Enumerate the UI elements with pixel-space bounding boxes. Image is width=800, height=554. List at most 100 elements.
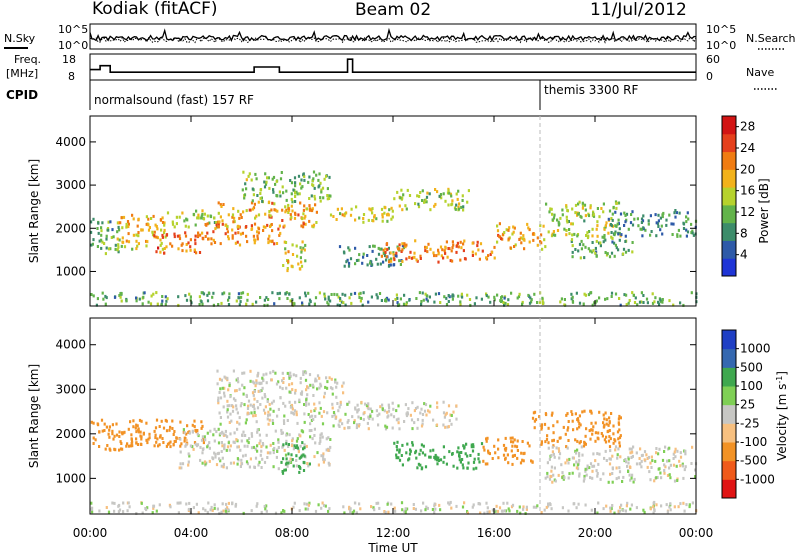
power-cell: [198, 295, 201, 299]
velocity-cell: [566, 458, 569, 462]
power-cell: [466, 293, 469, 297]
velocity-cell: [154, 436, 157, 440]
power-cell: [366, 263, 369, 267]
power-cell: [596, 207, 599, 210]
velocity-cell: [550, 413, 553, 417]
power-cell: [235, 299, 238, 303]
power-cell: [284, 205, 287, 209]
velocity-cell: [384, 510, 387, 514]
velocity-cell: [603, 438, 606, 442]
velocity-cell: [561, 476, 564, 480]
velocity-cell: [279, 396, 282, 400]
velocity-cell: [589, 437, 592, 441]
power-cell: [259, 192, 262, 195]
velocity-cell: [113, 509, 116, 513]
velocity-cell: [519, 461, 523, 465]
velocity-cell: [338, 425, 341, 428]
power-cell: [455, 192, 458, 196]
velocity-cell: [299, 444, 302, 448]
velocity-cell: [614, 445, 618, 449]
velocity-cell: [685, 503, 688, 507]
noise-panel: N.Sky N.Search 10^5 10^0 10^5 10^0: [4, 23, 796, 52]
velocity-cell: [526, 441, 529, 445]
velocity-cell: [605, 459, 608, 462]
power-cell: [439, 245, 443, 249]
power-cell: [426, 191, 429, 195]
power-cell: [636, 303, 639, 307]
power-cell: [583, 292, 586, 296]
power-cell: [450, 194, 453, 198]
power-cell: [295, 244, 298, 248]
power-cell: [360, 296, 363, 300]
power-cell: [312, 225, 315, 229]
power-cell: [437, 248, 440, 252]
velocity-cell: [472, 503, 475, 507]
velocity-cell: [226, 445, 230, 449]
velocity-cell: [258, 433, 261, 437]
power-cell: [471, 241, 474, 245]
power-cell: [270, 208, 273, 212]
power-cell: [536, 243, 539, 247]
power-cell: [127, 232, 130, 236]
velocity-cell: [226, 435, 229, 439]
velocity-cell: [229, 432, 232, 436]
velocity-cell: [297, 450, 300, 454]
velocity-cell: [291, 388, 294, 392]
power-cell: [417, 205, 421, 209]
power-cell: [406, 188, 409, 192]
power-cell: [370, 295, 373, 299]
power-cell: [448, 191, 451, 195]
velocity-cell: [223, 443, 226, 447]
velocity-cell: [256, 428, 259, 432]
velocity-cell: [187, 452, 190, 456]
velocity-cell: [277, 440, 280, 444]
velocity-cell: [266, 417, 269, 421]
velocity-cell: [152, 506, 155, 510]
power-cell: [301, 303, 304, 307]
velocity-cell: [122, 501, 125, 505]
velocity-cell: [274, 429, 277, 433]
power-cell: [339, 298, 342, 302]
velocity-cell: [378, 412, 381, 416]
velocity-colorbar-frame: [721, 329, 737, 499]
power-cell: [339, 297, 342, 300]
power-cell: [107, 220, 110, 224]
velocity-cell: [467, 461, 470, 465]
velocity-cell: [475, 466, 478, 470]
power-cell: [217, 303, 220, 306]
velocity-cell: [271, 419, 274, 422]
velocity-cell: [319, 406, 322, 410]
power-cell: [509, 246, 512, 250]
power-cell: [268, 200, 271, 204]
velocity-cell: [235, 389, 238, 393]
power-cell: [280, 171, 283, 174]
velocity-cell: [567, 476, 570, 480]
power-cell: [266, 223, 269, 227]
power-cell: [92, 294, 95, 298]
velocity-cell: [392, 415, 396, 419]
power-cell: [607, 217, 610, 221]
velocity-cell: [291, 437, 294, 441]
velocity-cell: [609, 506, 612, 510]
power-cell: [101, 291, 104, 295]
velocity-cell: [570, 410, 573, 414]
velocity-cell: [551, 439, 554, 443]
velocity-cell: [461, 458, 464, 461]
velocity-cell: [179, 501, 182, 505]
power-cell: [173, 225, 176, 229]
velocity-cell: [252, 393, 255, 397]
power-cell: [192, 212, 195, 216]
velocity-cell: [258, 381, 261, 385]
velocity-cell: [319, 384, 323, 388]
power-cell: [438, 194, 441, 198]
freq-unit-label: [MHz]: [6, 67, 38, 80]
velocity-cell: [318, 401, 321, 405]
velocity-cell: [261, 457, 264, 461]
velocity-cell: [161, 437, 164, 440]
power-cell: [189, 238, 192, 242]
velocity-cell: [291, 439, 294, 443]
velocity-cell: [171, 427, 174, 430]
power-cell: [384, 247, 387, 251]
power-cell: [418, 291, 421, 295]
velocity-cell: [135, 437, 138, 441]
